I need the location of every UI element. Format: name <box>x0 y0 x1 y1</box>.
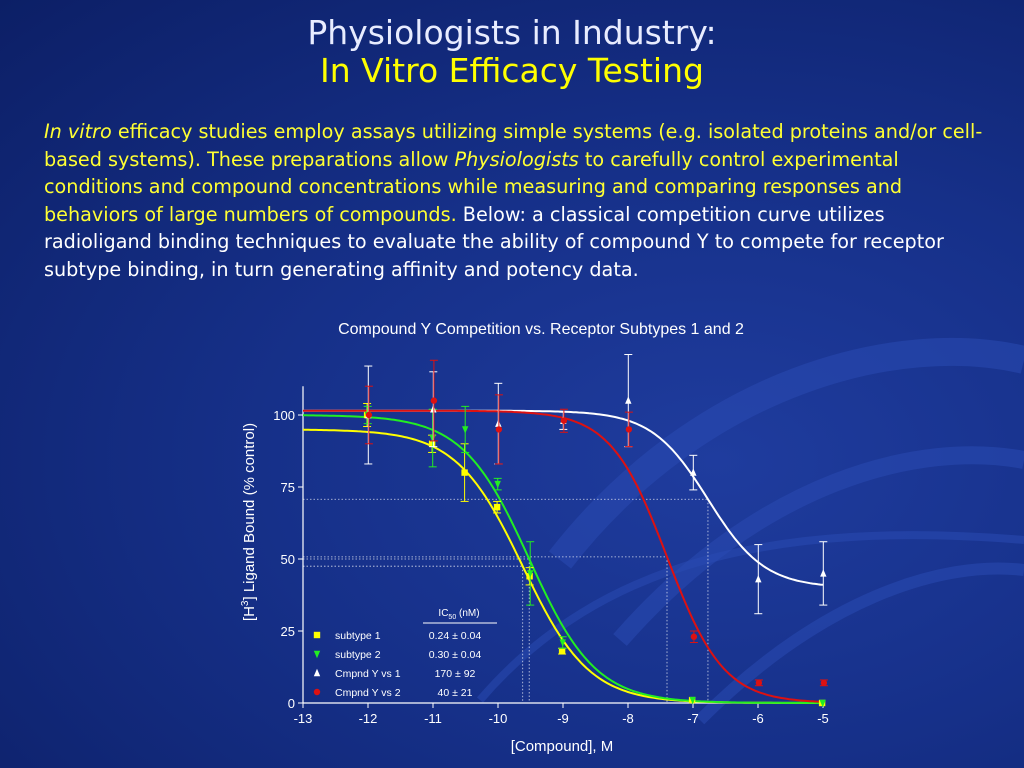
data-point-series-3 <box>495 419 502 427</box>
legend-name-series-1: subtype 1 <box>335 630 381 642</box>
data-point-series-4 <box>560 417 568 424</box>
x-tick-label: -5 <box>817 711 829 726</box>
data-point-series-4 <box>690 633 698 640</box>
data-point-series-1 <box>558 647 566 655</box>
para-in-vitro: In vitro <box>44 120 112 143</box>
slide-title: Physiologists in Industry: In Vitro Effi… <box>0 14 1024 90</box>
legend-ic50-series-1: 0.24 ± 0.04 <box>429 630 482 642</box>
x-tick-label: -12 <box>359 711 378 726</box>
chart-title: Compound Y Competition vs. Receptor Subt… <box>338 321 744 338</box>
data-point-series-4 <box>625 426 633 433</box>
legend: IC50 (nM) subtype 1 0.24 ± 0.04 subtype 2 0… <box>313 608 497 699</box>
y-axis-label: [H3] Ligand Bound (% control) <box>240 423 258 621</box>
legend-marker-series-1 <box>313 631 321 639</box>
data-point-series-2 <box>462 426 469 434</box>
data-point-series-1 <box>493 503 501 511</box>
legend-ic50-series-3: 170 ± 92 <box>435 668 476 680</box>
data-point-series-1 <box>461 469 468 476</box>
data-point-series-2 <box>527 570 534 578</box>
data-point-series-2 <box>559 639 566 647</box>
y-tick-label: 0 <box>288 696 295 711</box>
data-point-series-1 <box>526 573 533 580</box>
x-tick-label: -6 <box>752 711 764 726</box>
x-tick-label: -11 <box>424 711 442 726</box>
x-tick-label: -13 <box>294 711 313 726</box>
x-tick-label: -7 <box>687 711 699 726</box>
data-point-series-3 <box>690 468 697 476</box>
data-point-series-3 <box>625 396 632 404</box>
title-line-2: In Vitro Efficacy Testing <box>320 51 704 90</box>
data-point-series-2 <box>689 696 696 705</box>
x-tick-label: -10 <box>489 711 508 726</box>
legend-ic50-series-4: 40 ± 21 <box>438 687 473 699</box>
data-point-series-3 <box>755 574 762 583</box>
title-line-1: Physiologists in Industry: <box>307 13 717 52</box>
y-tick-label: 25 <box>281 624 295 639</box>
legend-header: IC50 (nM) <box>438 608 479 621</box>
para-part-2: efficacy studies employ assays utilizing… <box>44 120 983 171</box>
y-tick-label: 100 <box>273 408 295 423</box>
y-tick-label: 75 <box>281 480 295 495</box>
para-part-5: Below: a classical competition curve uti… <box>44 202 944 281</box>
data-point-series-1 <box>428 440 436 447</box>
legend-name-series-2: subtype 2 <box>335 649 381 661</box>
data-point-series-4 <box>820 679 828 687</box>
x-axis-label: [Compound], M <box>511 738 614 755</box>
para-part-4: to carefully control experimental condit… <box>44 147 903 226</box>
legend-marker-series-2 <box>313 650 321 659</box>
body-paragraph: In vitro efficacy studies employ assays … <box>44 118 994 283</box>
para-physiologists: Physiologists <box>454 147 579 171</box>
data-point-series-4 <box>430 397 438 404</box>
data-point-series-2 <box>494 480 501 489</box>
fit-curve-series-2 <box>303 414 823 704</box>
data-point-series-4 <box>495 426 503 433</box>
legend-name-series-3: Cmpnd Y vs 1 <box>335 668 401 680</box>
fit-curve-series-4 <box>303 409 824 703</box>
data-point-series-4 <box>365 411 373 419</box>
data-point-series-2 <box>819 699 826 708</box>
legend-marker-series-4 <box>313 688 321 696</box>
legend-ic50-series-2: 0.30 ± 0.04 <box>429 649 482 661</box>
data-point-series-3 <box>430 405 437 413</box>
legend-marker-series-3 <box>313 668 321 677</box>
y-tick-label: 50 <box>281 552 295 567</box>
legend-name-series-4: Cmpnd Y vs 2 <box>335 687 401 699</box>
data-point-series-3 <box>820 569 827 577</box>
x-tick-label: -8 <box>622 711 634 726</box>
x-tick-label: -9 <box>557 711 569 726</box>
data-point-series-4 <box>755 679 763 687</box>
